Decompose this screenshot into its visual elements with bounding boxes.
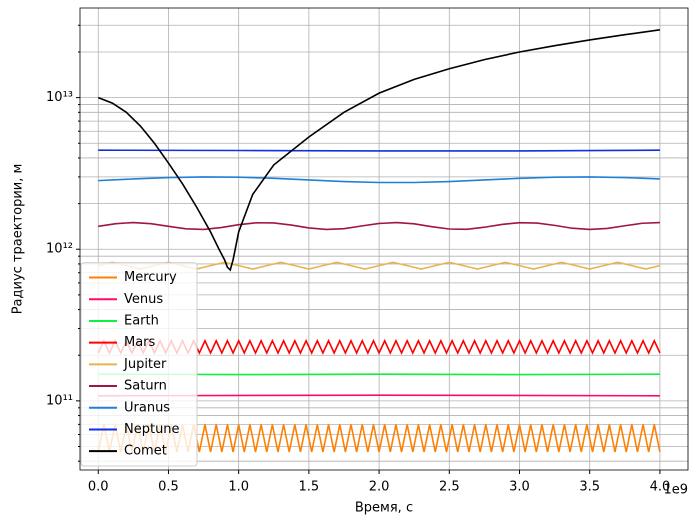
x-tick-label: 4.0 bbox=[650, 480, 671, 495]
legend-label: Earth bbox=[124, 313, 159, 328]
legend-label: Saturn bbox=[124, 379, 167, 394]
legend-label: Uranus bbox=[124, 400, 170, 415]
x-tick-label: 1.0 bbox=[228, 480, 249, 495]
legend-label: Venus bbox=[124, 292, 163, 307]
series-line bbox=[97, 29, 661, 272]
series-line bbox=[98, 221, 660, 231]
x-tick-label: 3.5 bbox=[579, 480, 600, 495]
x-tick-label: 0.0 bbox=[88, 480, 109, 495]
x-tick-label: 1.5 bbox=[299, 480, 320, 495]
y-tick-label: 10¹¹ bbox=[46, 393, 73, 408]
series-line bbox=[98, 149, 660, 152]
x-offset-label: 1e9 bbox=[663, 483, 688, 498]
series-line bbox=[98, 176, 660, 184]
legend-label: Mars bbox=[124, 335, 156, 350]
legend: Mercury Venus Earth Mars Jupiter Saturn Uranus… bbox=[80, 262, 198, 467]
x-axis-label: Время, с bbox=[355, 501, 413, 516]
x-tick-label: 0.5 bbox=[158, 480, 179, 495]
x-tick-label: 2.0 bbox=[369, 480, 390, 495]
legend-label: Comet bbox=[124, 444, 167, 459]
y-tick-label: 10¹³ bbox=[46, 90, 73, 105]
legend-label: Jupiter bbox=[123, 357, 167, 372]
x-tick-label: 2.5 bbox=[439, 480, 460, 495]
x-tick-label: 3.0 bbox=[509, 480, 530, 495]
y-tick-label: 10¹² bbox=[46, 242, 73, 257]
plot-frame bbox=[79, 7, 689, 471]
legend-frame bbox=[80, 262, 198, 467]
y-axis-label: Радиус траектории, м bbox=[11, 164, 26, 315]
legend-label: Neptune bbox=[124, 422, 180, 437]
legend-label: Mercury bbox=[124, 270, 177, 285]
